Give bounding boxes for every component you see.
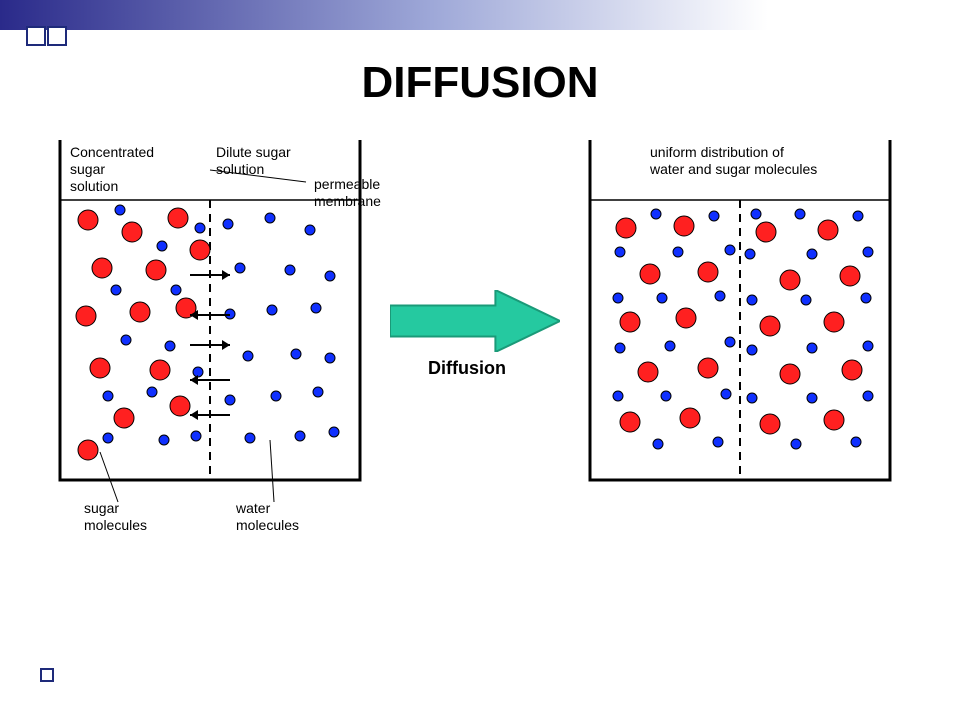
page-title: DIFFUSION [0,58,960,108]
label-diffusion: Diffusion [428,358,506,379]
label-membrane: permeable membrane [314,176,381,210]
diffusion-arrow [390,290,560,352]
label-sugar-molecules: sugar molecules [84,500,147,534]
right-container [580,130,920,550]
label-uniform: uniform distribution of water and sugar … [650,144,817,178]
corner-decor [26,26,68,51]
diagram-area: Concentrated sugar solution Dilute sugar… [50,140,910,580]
label-concentrated: Concentrated sugar solution [70,144,154,194]
label-water-molecules: water molecules [236,500,299,534]
bullet-decor [40,668,54,682]
header-gradient [0,0,960,30]
label-dilute: Dilute sugar solution [216,144,291,178]
